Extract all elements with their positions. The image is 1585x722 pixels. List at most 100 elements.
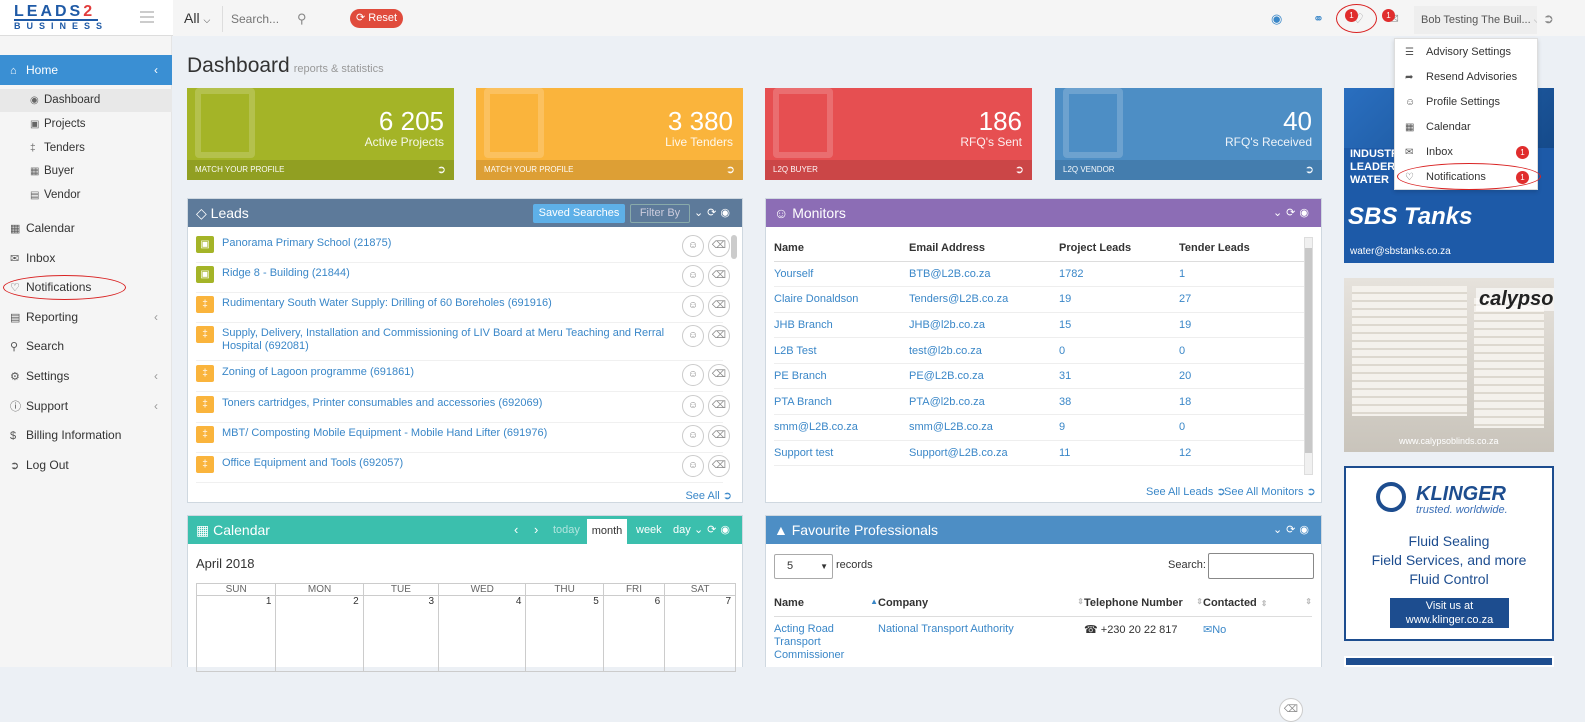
page-size-select[interactable]: 5 ▼ (774, 554, 833, 579)
trash-icon[interactable]: ⌫ (708, 235, 730, 257)
calendar-day[interactable]: 6 (602, 595, 666, 672)
sort-telephone[interactable]: Telephone Number ⇕ (1084, 590, 1203, 617)
scrollbar[interactable] (1304, 237, 1313, 475)
table-row[interactable]: smm@L2B.co.za smm@L2B.co.za 9 0 (774, 414, 1304, 441)
sidebar-item-calendar[interactable]: ▦ Calendar (0, 213, 172, 243)
week-view-button[interactable]: week (636, 524, 662, 536)
see-all-leads-link[interactable]: See All ➲ (685, 490, 732, 502)
lead-row[interactable]: ‡ Office Equipment and Tools (692057) ☺ ⌫ (196, 453, 730, 483)
scrollbar-thumb[interactable] (1305, 248, 1312, 453)
stat-tile-rfqs-sent[interactable]: 186 RFQ's Sent L2Q BUYER ➲ (765, 88, 1032, 180)
sidebar-item-buyer[interactable]: ▦ Buyer (0, 160, 172, 183)
dropdown-item-resend-advisories[interactable]: ➦ Resend Advisories (1395, 65, 1539, 90)
headset-icon[interactable]: ⚭ (1313, 11, 1324, 26)
lead-row[interactable]: ‡ Supply, Delivery, Installation and Comm… (196, 323, 730, 361)
monitor-user-icon[interactable]: ☺ (682, 295, 704, 317)
sidebar-item-inbox[interactable]: ✉ Inbox (0, 243, 172, 273)
search-input[interactable] (231, 12, 291, 26)
trash-icon[interactable]: ⌫ (708, 425, 730, 447)
lead-row[interactable]: ‡ Toners cartridges, Printer consumables … (196, 393, 730, 423)
saved-searches-button[interactable]: Saved Searches (533, 204, 625, 223)
sidebar-item-support[interactable]: ⓘ Support ‹ (0, 391, 172, 421)
sort-company[interactable]: Company ⇕ (878, 590, 1084, 617)
klinger-ad[interactable]: KLINGER trusted. worldwide. Fluid Sealin… (1344, 466, 1554, 641)
dropdown-item-advisory-settings[interactable]: ☰ Advisory Settings (1395, 40, 1539, 65)
sidebar-item-logout[interactable]: ➲ Log Out (0, 450, 172, 480)
trash-icon[interactable]: ⌫ (1279, 698, 1303, 722)
panel-tools[interactable]: ⌄⟳◉ (693, 207, 734, 219)
lead-row[interactable]: ‡ Rudimentary South Water Supply: Drillin… (196, 293, 730, 323)
lead-row[interactable]: ▣ Panorama Primary School (21875) ☺ ⌫ (196, 233, 730, 263)
sidebar-item-search[interactable]: ⚲ Search (0, 331, 172, 361)
sidebar-item-billing[interactable]: $ Billing Information (0, 420, 172, 450)
monitor-user-icon[interactable]: ☺ (682, 265, 704, 287)
table-row[interactable]: Yourself BTB@L2B.co.za 1782 1 (774, 261, 1304, 288)
day-view-button[interactable]: day (673, 524, 691, 536)
today-button[interactable]: today (553, 524, 580, 536)
sidebar-item-dashboard[interactable]: ◉ Dashboard (0, 89, 172, 112)
panel-tools[interactable]: ⌄⟳◉ (1272, 524, 1313, 536)
see-all-monitors-link[interactable]: See All Monitors ➲ (1224, 486, 1316, 498)
table-row[interactable]: JHB Branch JHB@l2b.co.za 15 19 (774, 312, 1304, 339)
table-row[interactable]: Support test Support@L2B.co.za 11 12 (774, 440, 1304, 467)
dropdown-item-calendar[interactable]: ▦ Calendar (1395, 115, 1539, 140)
filter-by-dropdown[interactable]: Filter By (630, 204, 690, 223)
table-row[interactable]: PE Branch PE@L2B.co.za 31 20 (774, 363, 1304, 390)
ad-banner[interactable] (1344, 656, 1554, 667)
scrollbar-thumb[interactable] (731, 235, 737, 259)
trash-icon[interactable]: ⌫ (708, 395, 730, 417)
calendar-day[interactable]: 1 (195, 595, 277, 672)
stat-tile-rfqs-received[interactable]: 40 RFQ's Received L2Q VENDOR ➲ (1055, 88, 1322, 180)
trash-icon[interactable]: ⌫ (708, 265, 730, 287)
calendar-day[interactable]: 3 (362, 595, 440, 672)
monitor-user-icon[interactable]: ☺ (682, 455, 704, 477)
trash-icon[interactable]: ⌫ (708, 364, 730, 386)
user-menu[interactable]: Bob Testing The Buil... ⌵ (1414, 6, 1537, 34)
table-row[interactable]: L2B Test test@l2b.co.za 0 0 (774, 337, 1304, 364)
table-row[interactable]: Claire Donaldson Tenders@L2B.co.za 19 27 (774, 286, 1304, 313)
lead-row[interactable]: ▣ Ridge 8 - Building (21844) ☺ ⌫ (196, 263, 730, 293)
reset-button[interactable]: ⟳ Reset (350, 9, 403, 28)
sort-contacted[interactable]: Contacted ⇕ ⇕ (1203, 590, 1312, 617)
lead-row[interactable]: ‡ MBT/ Composting Mobile Equipment - Mobi… (196, 423, 730, 453)
monitor-user-icon[interactable]: ☺ (682, 425, 704, 447)
prev-icon[interactable]: ‹ (514, 522, 519, 537)
sidebar-item-vendor[interactable]: ▤ Vendor (0, 184, 172, 207)
logout-icon[interactable]: ➲ (1543, 11, 1554, 26)
trash-icon[interactable]: ⌫ (708, 455, 730, 477)
calendar-day[interactable]: 5 (525, 595, 604, 672)
calendar-day[interactable]: 4 (438, 595, 527, 672)
calendar-day[interactable]: 2 (275, 595, 364, 672)
sidebar-item-home[interactable]: ⌂ Home ‹ (0, 55, 172, 85)
sidebar-item-tenders[interactable]: ‡ Tenders (0, 137, 172, 160)
sort-name[interactable]: Name ▲ (774, 590, 878, 617)
trash-icon[interactable]: ⌫ (708, 295, 730, 317)
globe-icon[interactable]: ◉ (1271, 11, 1283, 26)
professional-name-link[interactable]: Acting Road Transport Commissioner (774, 622, 845, 661)
sidebar-item-projects[interactable]: ▣ Projects (0, 113, 172, 136)
lead-row[interactable]: ‡ Zoning of Lagoon programme (691861) ☺ ⌫ (196, 362, 730, 392)
calypso-ad[interactable]: calypso www.calypsoblinds.co.za (1344, 278, 1554, 452)
sidebar-item-reporting[interactable]: ▤ Reporting ‹ (0, 302, 172, 332)
dropdown-item-profile-settings[interactable]: ☺ Profile Settings (1395, 90, 1539, 115)
month-view-button[interactable]: month (587, 519, 627, 544)
see-all-leads-link[interactable]: See All Leads ➲ (1146, 486, 1226, 498)
dropdown-item-inbox[interactable]: ✉ Inbox 1 (1395, 140, 1539, 165)
table-row[interactable]: Acting Road Transport Commissioner Natio… (774, 616, 1312, 722)
menu-toggle-icon[interactable] (140, 11, 154, 23)
panel-tools[interactable]: ⌄⟳◉ (693, 524, 734, 536)
calendar-day[interactable]: 7 (664, 595, 736, 672)
table-row[interactable]: PTA Branch PTA@l2b.co.za 38 18 (774, 388, 1304, 416)
company-link[interactable]: National Transport Authority (878, 622, 1014, 635)
monitor-user-icon[interactable]: ☺ (682, 235, 704, 257)
search-icon[interactable]: ⚲ (297, 11, 307, 26)
monitor-user-icon[interactable]: ☺ (682, 325, 704, 347)
scope-dropdown[interactable]: All ⌵ (184, 10, 211, 26)
monitor-user-icon[interactable]: ☺ (682, 364, 704, 386)
leads2business-logo[interactable]: LEADS2 BUSINESS (14, 3, 109, 31)
sidebar-item-settings[interactable]: ⚙ Settings ‹ (0, 361, 172, 391)
panel-tools[interactable]: ⌄⟳◉ (1272, 207, 1313, 219)
stat-tile-live-tenders[interactable]: 3 380 Live Tenders MATCH YOUR PROFILE ➲ (476, 88, 743, 180)
favourites-search-input[interactable] (1208, 553, 1314, 579)
stat-tile-active-projects[interactable]: 6 205 Active Projects MATCH YOUR PROFILE ➲ (187, 88, 454, 180)
